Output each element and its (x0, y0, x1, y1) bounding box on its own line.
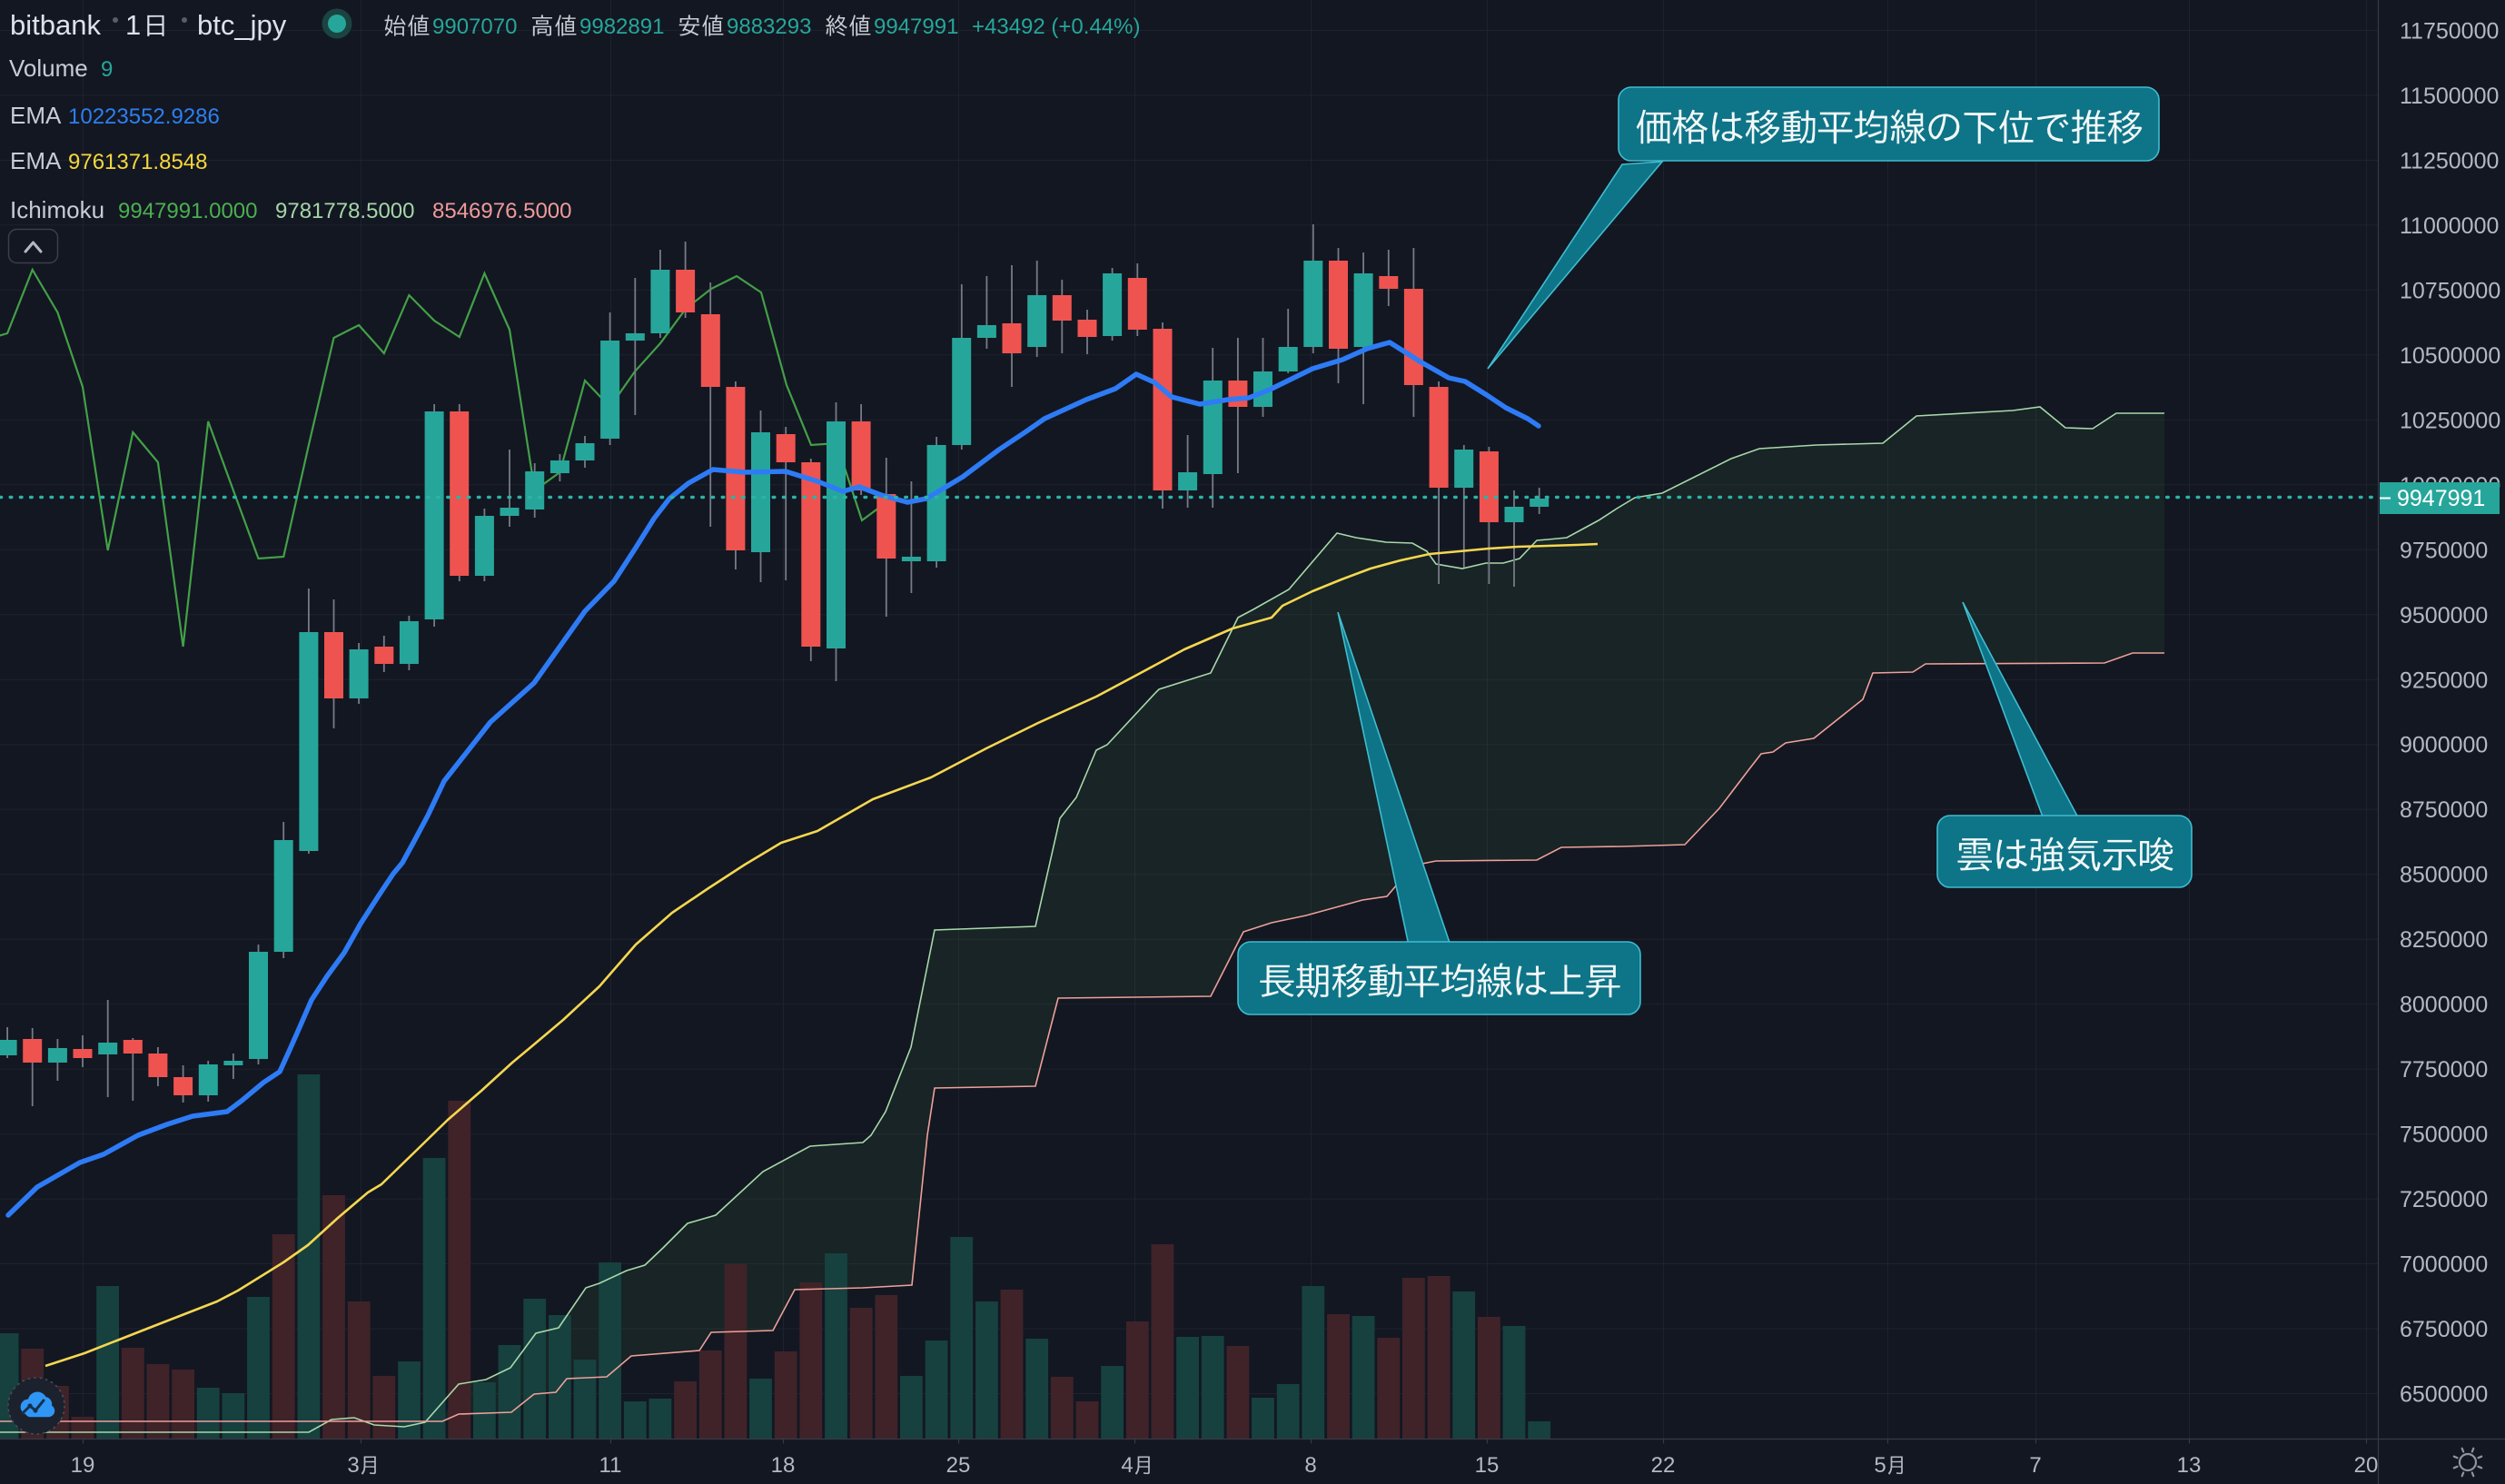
svg-text:9883293: 9883293 (727, 15, 811, 39)
svg-text:9947991.0000: 9947991.0000 (118, 199, 258, 223)
svg-text:EMA: EMA (10, 147, 62, 174)
svg-text:10223552.9286: 10223552.9286 (68, 104, 220, 129)
svg-text:7: 7 (2029, 1453, 2041, 1478)
svg-text:7750000: 7750000 (2400, 1057, 2488, 1083)
svg-text:11250000: 11250000 (2400, 149, 2499, 174)
svg-text:9761371.8548: 9761371.8548 (68, 150, 208, 174)
svg-text:Ichimoku: Ichimoku (10, 196, 104, 223)
svg-text:1: 1 (125, 9, 141, 41)
svg-text:5: 5 (1874, 1453, 1886, 1478)
svg-text:9982891: 9982891 (579, 15, 664, 39)
svg-text:9947991: 9947991 (874, 15, 958, 39)
svg-text:7000000: 7000000 (2400, 1252, 2488, 1278)
svg-text:7500000: 7500000 (2400, 1123, 2488, 1148)
svg-text:8: 8 (1304, 1453, 1316, 1478)
svg-text:3: 3 (347, 1453, 359, 1478)
svg-text:25: 25 (946, 1453, 971, 1478)
svg-text:8750000: 8750000 (2400, 797, 2488, 823)
svg-text:8546976.5000: 8546976.5000 (432, 199, 572, 223)
svg-text:20: 20 (2354, 1453, 2379, 1478)
svg-text:9000000: 9000000 (2400, 733, 2488, 758)
svg-text:4: 4 (1121, 1453, 1133, 1478)
svg-text:8250000: 8250000 (2400, 927, 2488, 953)
svg-text:22: 22 (1651, 1453, 1676, 1478)
svg-text:+43492 (+0.44%): +43492 (+0.44%) (972, 15, 1140, 39)
svg-text:9947991: 9947991 (2397, 486, 2485, 511)
svg-text:9907070: 9907070 (432, 15, 517, 39)
svg-text:9250000: 9250000 (2400, 668, 2488, 693)
svg-text:9781778.5000: 9781778.5000 (275, 199, 415, 223)
svg-text:11: 11 (599, 1453, 622, 1478)
svg-text:9500000: 9500000 (2400, 603, 2488, 628)
svg-text:18: 18 (771, 1453, 796, 1478)
svg-text:9: 9 (101, 57, 113, 82)
svg-text:8500000: 8500000 (2400, 863, 2488, 888)
svg-text:10750000: 10750000 (2400, 278, 2500, 303)
svg-text:10500000: 10500000 (2400, 343, 2500, 369)
svg-text:11000000: 11000000 (2400, 213, 2499, 239)
svg-text:13: 13 (2177, 1453, 2202, 1478)
svg-text:15: 15 (1475, 1453, 1500, 1478)
svg-text:6500000: 6500000 (2400, 1382, 2488, 1408)
svg-text:11750000: 11750000 (2400, 19, 2499, 45)
svg-text:EMA: EMA (10, 102, 62, 129)
svg-text:bitbank: bitbank (10, 9, 101, 41)
svg-text:Volume: Volume (9, 54, 88, 82)
svg-text:6750000: 6750000 (2400, 1317, 2488, 1342)
svg-text:19: 19 (71, 1453, 95, 1478)
svg-text:8000000: 8000000 (2400, 993, 2488, 1018)
svg-text:btc_jpy: btc_jpy (197, 9, 287, 41)
svg-text:7250000: 7250000 (2400, 1187, 2488, 1212)
svg-text:10250000: 10250000 (2400, 408, 2500, 433)
svg-text:11500000: 11500000 (2400, 84, 2499, 109)
svg-text:9750000: 9750000 (2400, 538, 2488, 563)
